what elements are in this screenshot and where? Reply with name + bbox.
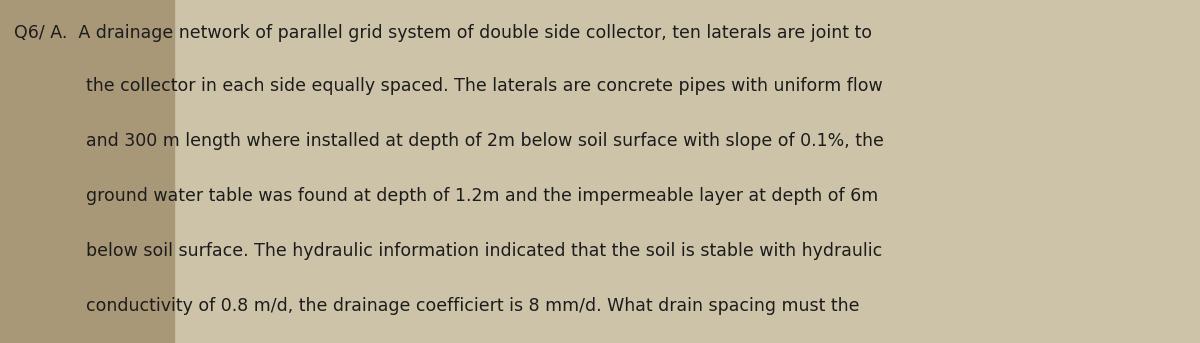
Text: ground water table was found at depth of 1.2m and the impermeable layer at depth: ground water table was found at depth of… [86,187,878,205]
Text: below soil surface. The hydraulic information indicated that the soil is stable : below soil surface. The hydraulic inform… [86,242,883,260]
Bar [0,0,174,343]
Text: Q6/ A.  A drainage network of parallel grid system of double side collector, ten: Q6/ A. A drainage network of parallel gr… [14,24,872,42]
Text: the collector in each side equally spaced. The laterals are concrete pipes with : the collector in each side equally space… [86,77,883,95]
Text: conductivity of 0.8 m/d, the drainage coefficiert is 8 mm/d. What drain spacing : conductivity of 0.8 m/d, the drainage co… [86,297,860,315]
Text: and 300 m length where installed at depth of 2m below soil surface with slope of: and 300 m length where installed at dept… [86,132,884,150]
